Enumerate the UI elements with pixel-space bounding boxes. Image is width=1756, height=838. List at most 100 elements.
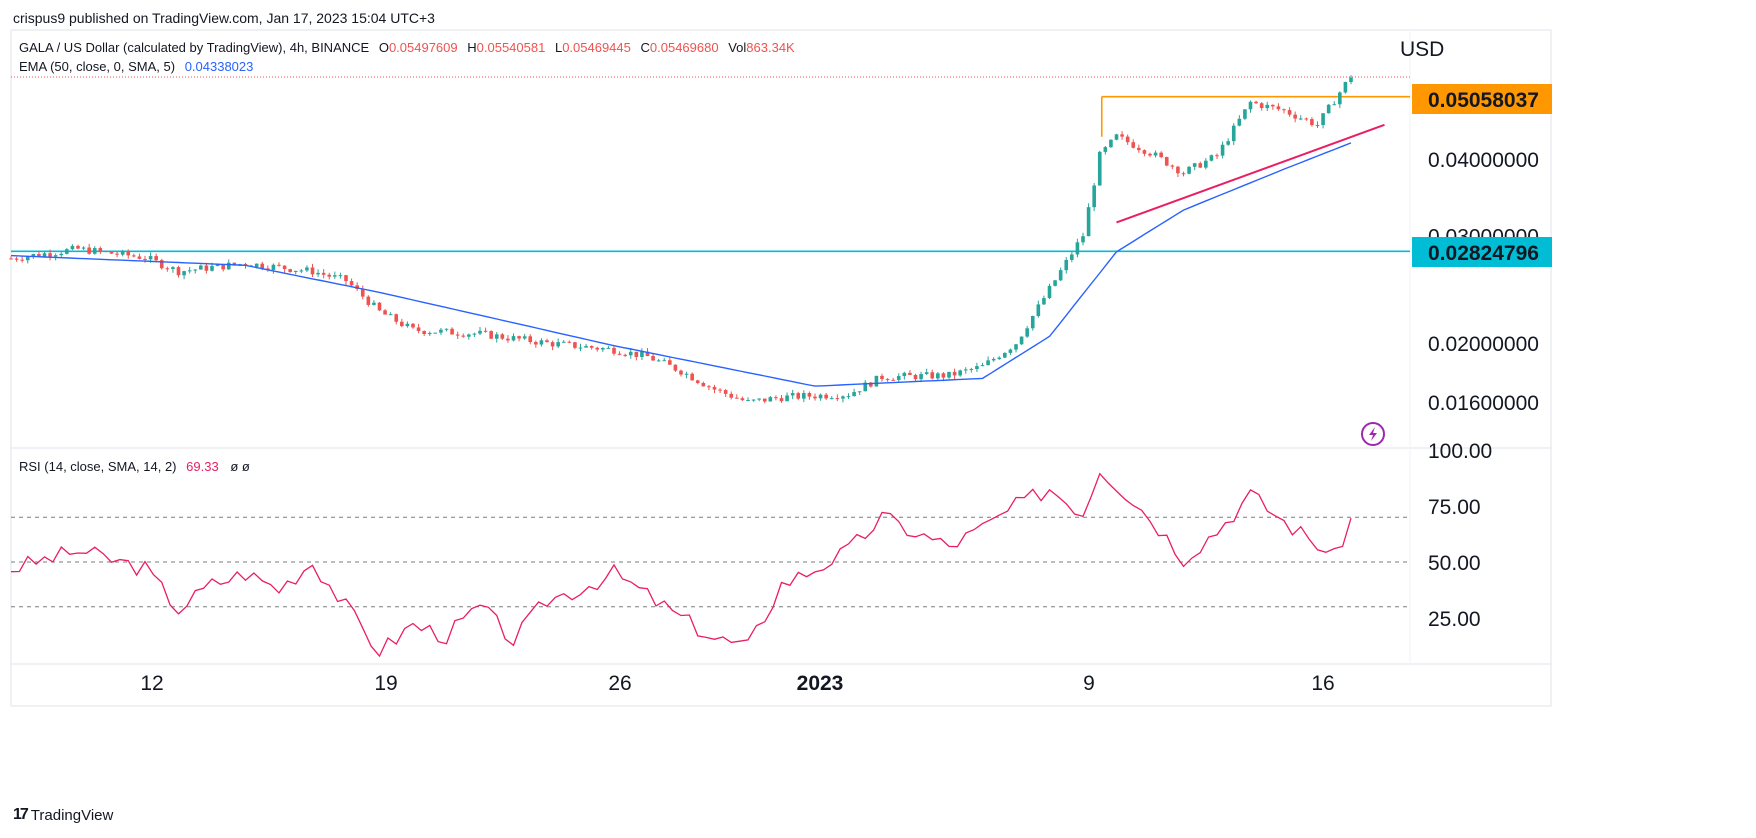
price-tick-label: 0.02000000 [1428,333,1539,356]
candle-body [1137,147,1141,151]
candle-body [913,374,918,380]
candle-body [333,275,337,277]
candle-body [645,351,650,357]
candle-body [366,296,371,305]
candle-body [846,396,851,398]
candle-body [969,369,974,371]
candle-body [42,253,47,257]
candle-body [534,342,538,345]
candle-body [539,340,544,345]
price-tick-label: 0.01600000 [1428,392,1539,415]
candle-body [656,360,661,362]
candle-body [1164,157,1169,166]
candle-body [852,392,856,397]
candle-body [1148,153,1152,156]
candle-body [757,398,761,400]
candle-body [349,281,354,286]
candle-body [1298,118,1303,120]
time-tick-label: 2023 [797,672,844,695]
candle-body [1265,104,1270,109]
time-tick-label: 16 [1311,672,1334,695]
candle-body [1293,114,1297,119]
candle-body [383,310,387,315]
candle-body [193,269,198,271]
candle-body [232,262,237,265]
candle-body [165,268,170,270]
candle-body [25,256,30,261]
candle-body [701,382,706,387]
candle-body [182,271,186,276]
candle-body [924,372,929,375]
time-tick-label: 19 [374,672,397,695]
candle-body [578,347,583,349]
candle-body [662,360,667,362]
tradingview-brand[interactable]: 17 TradingView [13,806,113,824]
candle-body [1349,77,1353,83]
candle-body [762,398,767,402]
candle-body [818,394,823,399]
lightning-icon[interactable] [1361,422,1385,446]
candle-body [176,267,181,276]
candle-body [550,342,555,347]
svg-text:0.05058037: 0.05058037 [1428,89,1539,112]
candle-body [159,260,164,269]
candle-body [1198,163,1203,168]
price-tag-resistance: 0.05058037 [1412,84,1552,114]
candle-body [595,347,600,350]
candle-body [779,398,784,402]
candle-body [37,254,41,257]
candle-body [684,373,689,375]
candle-body [310,267,315,275]
candle-body [1014,344,1018,350]
candle-body [87,247,91,254]
candle-body [400,321,404,327]
candle-body [824,394,828,399]
candle-body [506,338,510,341]
candle-body [1315,125,1320,127]
publisher-credit: crispus9 published on TradingView.com, J… [13,10,435,26]
candle-body [690,373,694,381]
rsi-bands [11,516,1410,608]
candle-body [109,251,114,254]
brand-label: TradingView [30,806,114,824]
candle-body [126,251,131,256]
candle-body [891,379,895,381]
candle-body [215,264,220,267]
candle-body [1220,144,1225,156]
tradingview-logo-icon: 17 [13,806,29,823]
candle-body [65,249,69,254]
candle-body [282,265,287,270]
candle-body [210,266,214,271]
candle-body [517,336,521,339]
candle-body [1170,165,1175,167]
candle-body [377,302,382,311]
candle-body [556,342,560,347]
candle-body [958,370,962,376]
time-tick-label: 9 [1083,672,1095,695]
candle-body [70,245,75,250]
candle-body [561,341,566,343]
candle-body [790,393,795,396]
candle-body [1042,298,1046,305]
candle-body [1064,259,1069,271]
candle-body [338,275,343,277]
price-tag-support: 0.02824796 [1412,237,1552,267]
candle-body [511,336,516,341]
candle-body [1215,155,1219,157]
candle-body [1237,118,1242,126]
candle-body [388,314,393,316]
candle-body [143,258,147,260]
candle-body [1047,285,1052,299]
candle-body [1259,103,1264,109]
candle-body [450,328,454,335]
candle-body [14,258,19,260]
candle-body [1008,349,1013,353]
candle-body [774,397,778,399]
candle-body [835,398,840,400]
candle-body [1053,280,1057,286]
candle-body [104,251,108,253]
candle-body [584,346,588,348]
candle-body [1204,160,1208,168]
